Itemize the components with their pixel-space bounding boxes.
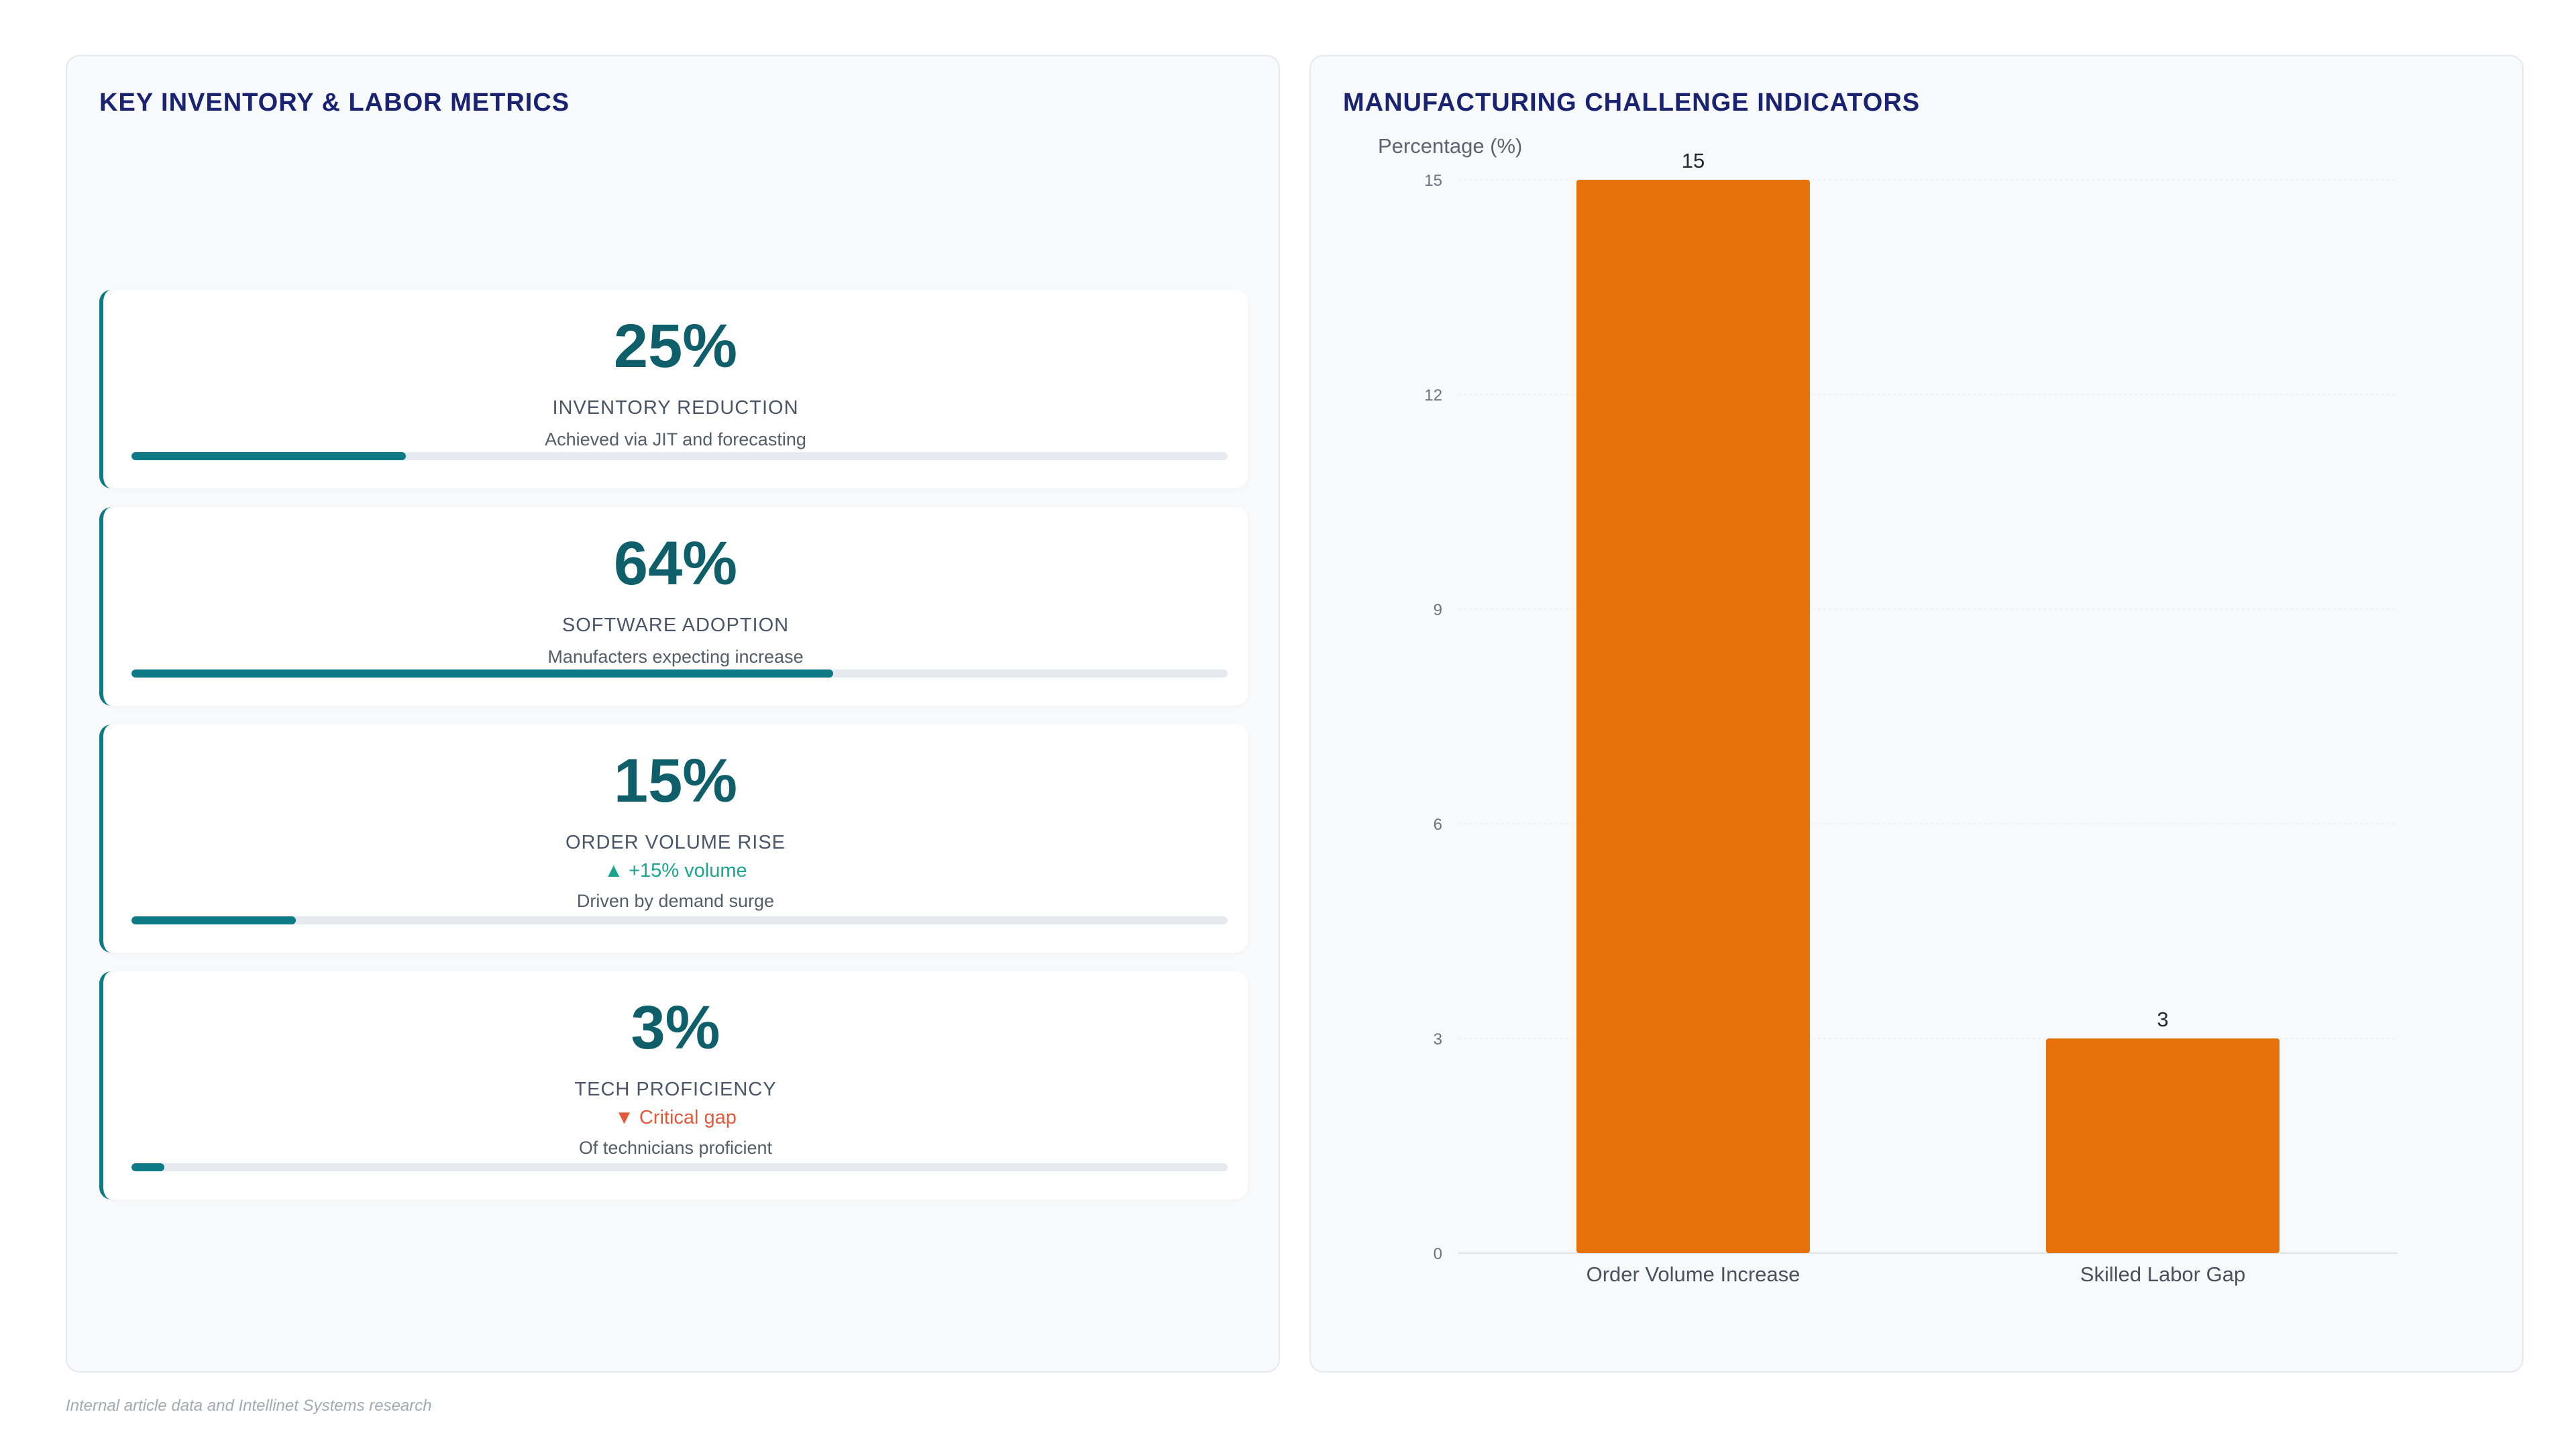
metric-value: 25%: [613, 312, 738, 380]
bar-data-label: 15: [1682, 149, 1705, 172]
metric-progress-fill: [131, 452, 406, 460]
inventory-labor-metrics-panel: KEY INVENTORY & LABOR METRICS 25% INVENT…: [66, 55, 1280, 1373]
metric-trend-down: ▼ Critical gap: [614, 1107, 737, 1128]
metric-progress-track: [131, 669, 1228, 678]
x-tick-label: Order Volume Increase: [1587, 1263, 1801, 1286]
metric-description: Achieved via JIT and forecasting: [545, 429, 806, 449]
y-axis-title: Percentage (%): [1378, 134, 1522, 158]
metrics-panel-title: KEY INVENTORY & LABOR METRICS: [99, 89, 570, 117]
metric-card-inventory-reduction: 25% INVENTORY REDUCTION Achieved via JIT…: [99, 290, 1248, 488]
y-tick-label: 15: [1424, 172, 1442, 190]
metric-value: 15%: [613, 747, 738, 815]
bar-data-label: 3: [2157, 1008, 2168, 1031]
y-tick-label: 12: [1424, 386, 1442, 405]
metric-trend-up: ▲ +15% volume: [604, 860, 747, 881]
source-footnote: Internal article data and Intellinet Sys…: [66, 1397, 432, 1415]
metric-card-software-adoption: 64% SOFTWARE ADOPTION Manufacters expect…: [99, 507, 1248, 706]
y-tick-label: 9: [1434, 601, 1442, 619]
metric-progress-track: [131, 452, 1228, 460]
metric-card-order-volume-rise: 15% ORDER VOLUME RISE ▲ +15% volume Driv…: [99, 724, 1248, 953]
challenge-indicators-panel: MANUFACTURING CHALLENGE INDICATORS Perce…: [1309, 55, 2524, 1373]
y-tick-label: 6: [1434, 816, 1442, 834]
metric-value: 3%: [631, 994, 720, 1062]
metric-label: SOFTWARE ADOPTION: [561, 614, 790, 636]
metric-label: TECH PROFICIENCY: [574, 1079, 777, 1100]
metric-progress-fill: [131, 916, 297, 924]
metric-progress-track: [131, 916, 1228, 924]
x-tick-label: Skilled Labor Gap: [2080, 1263, 2245, 1286]
y-tick-label: 0: [1434, 1245, 1442, 1263]
metric-progress-fill: [131, 669, 833, 678]
metric-value: 64%: [613, 529, 738, 598]
chart-panel-title: MANUFACTURING CHALLENGE INDICATORS: [1343, 89, 1921, 117]
y-tick-label: 3: [1434, 1030, 1442, 1049]
bar: [1576, 180, 1810, 1253]
challenge-bar-chart: Percentage (%) 0 3 6 9 12 15 15 Order Volume Inc…: [1378, 134, 2398, 1286]
metric-description: Manufacters expecting increase: [547, 647, 804, 667]
metric-progress-track: [131, 1163, 1228, 1171]
metric-label: ORDER VOLUME RISE: [566, 832, 786, 853]
metric-label: INVENTORY REDUCTION: [552, 397, 799, 419]
metric-description: Driven by demand surge: [576, 891, 775, 911]
metric-progress-fill: [131, 1163, 165, 1171]
metric-card-tech-proficiency: 3% TECH PROFICIENCY ▼ Critical gap Of te…: [99, 971, 1248, 1199]
metric-description: Of technicians proficient: [578, 1138, 773, 1158]
bar: [2046, 1038, 2279, 1253]
